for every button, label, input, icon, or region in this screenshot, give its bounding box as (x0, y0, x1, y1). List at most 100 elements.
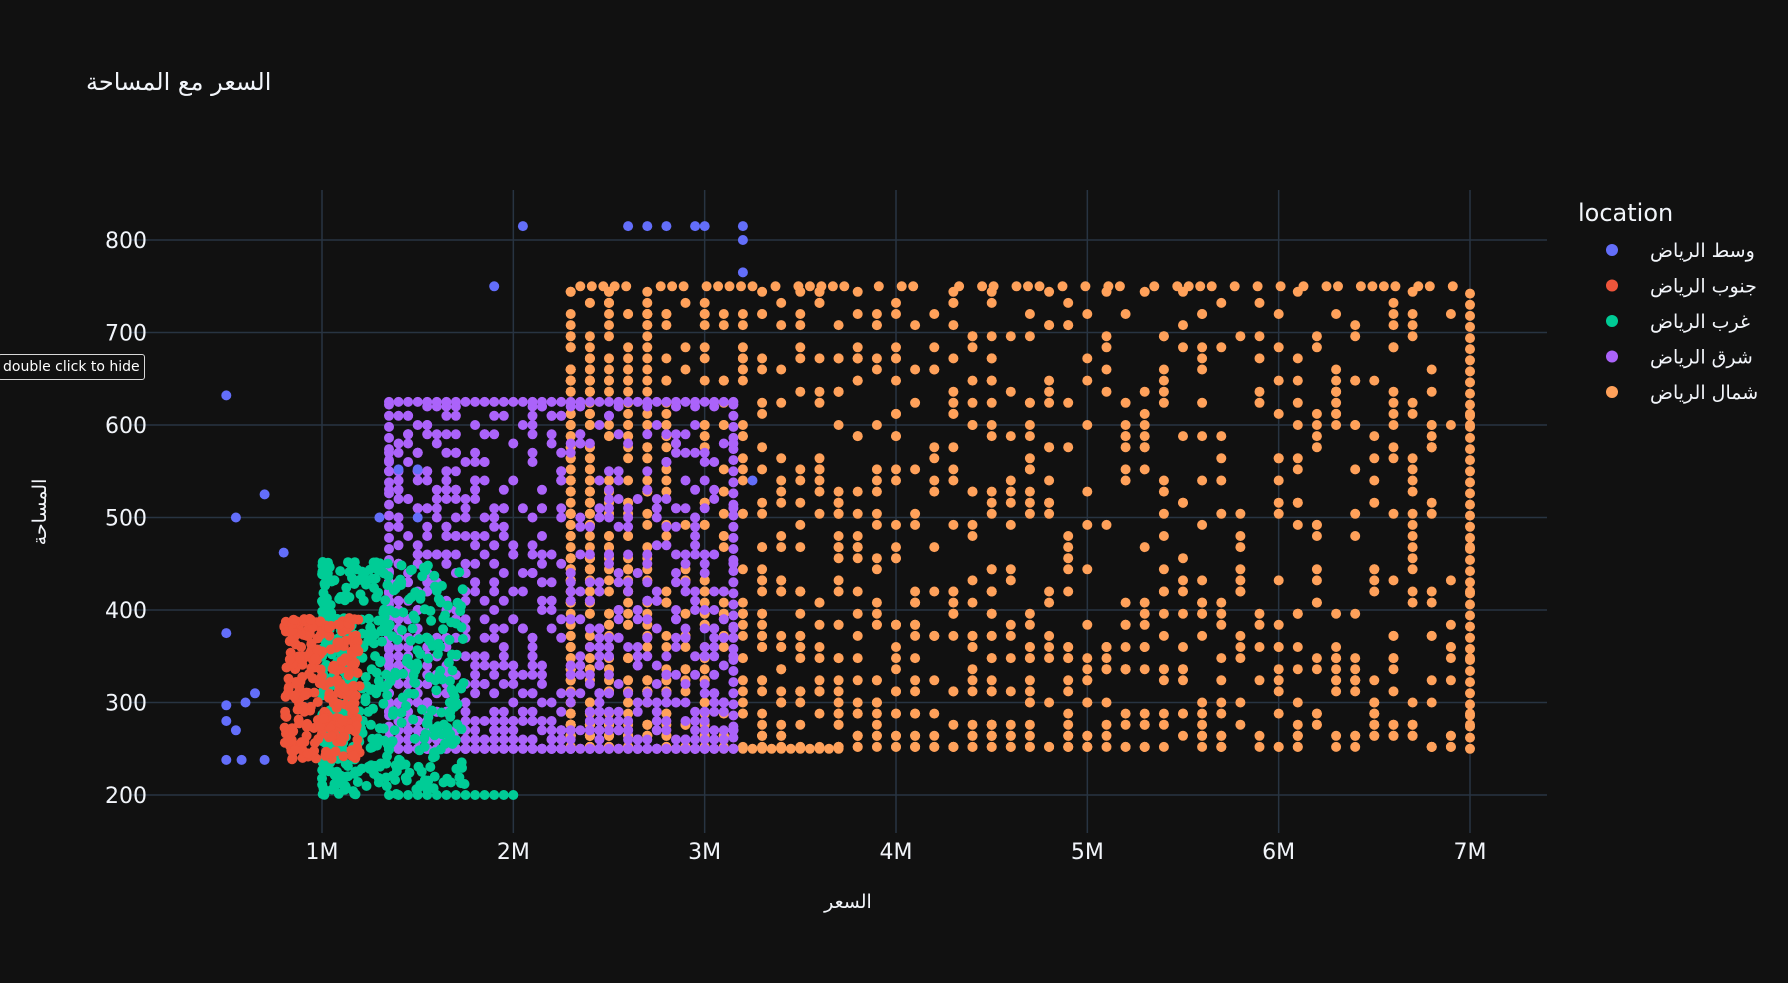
series-3-point (508, 549, 519, 560)
series-3-point (441, 558, 452, 569)
legend-item-1[interactable]: جنوب الرياض (1606, 276, 1757, 298)
series-2-point (378, 698, 389, 709)
series-3-point (690, 521, 701, 532)
series-3-point (460, 457, 471, 467)
series-3-point (479, 512, 490, 523)
series-4-point (1292, 741, 1303, 752)
series-4-point (565, 364, 576, 375)
series-3-point (594, 642, 605, 652)
series-3-point (489, 725, 500, 736)
series-1-point (300, 690, 311, 701)
series-2-point (452, 719, 463, 730)
legend-item-2[interactable]: غرب الرياض (1606, 311, 1750, 333)
series-4-point (776, 297, 787, 308)
series-4-point (833, 697, 844, 708)
series-4-point (1273, 497, 1284, 508)
series-4-point (737, 608, 748, 619)
series-3-point (431, 396, 442, 407)
series-3-point (661, 457, 672, 467)
series-2-point (437, 729, 448, 740)
series-2-point (408, 714, 419, 725)
series-2-point (435, 665, 446, 676)
series-3-point (623, 743, 634, 754)
series-4-point (680, 608, 691, 619)
series-4-point (1465, 321, 1475, 332)
legend-item-3[interactable]: شرق الرياض (1606, 347, 1753, 369)
series-4-point (910, 464, 921, 475)
series-3-point (441, 521, 452, 532)
series-4-point (967, 597, 978, 608)
series-3-point (584, 669, 595, 680)
series-3-point (680, 558, 691, 569)
series-4-point (757, 619, 768, 630)
series-4-point (814, 597, 825, 608)
series-4-point (1101, 519, 1112, 530)
series-3-point (498, 651, 509, 662)
series-4-point (1120, 619, 1131, 630)
series-3-point (575, 651, 586, 662)
series-3-point (651, 494, 662, 504)
series-3-point (479, 549, 490, 560)
series-4-point (1063, 642, 1074, 652)
series-3-point (431, 494, 442, 504)
series-4-point (1158, 630, 1169, 641)
series-4-point (1350, 730, 1361, 741)
series-2-point (460, 790, 471, 800)
series-4-point (1254, 675, 1265, 686)
series-4-point (967, 675, 978, 686)
series-4-point (1465, 721, 1475, 732)
series-3-point (556, 632, 567, 643)
series-4-point (852, 697, 863, 708)
series-3-point (422, 549, 433, 560)
series-2-point (390, 775, 401, 785)
series-4-point (833, 619, 844, 630)
series-4-point (1465, 544, 1475, 554)
legend-item-4[interactable]: شمال الرياض (1606, 382, 1758, 404)
series-4-point (1178, 675, 1188, 686)
series-4-point (757, 686, 768, 697)
series-1-point (288, 726, 299, 737)
series-1-point (315, 629, 326, 640)
series-1-point (291, 678, 302, 689)
series-3-point (441, 466, 452, 477)
series-3-point (709, 623, 720, 634)
series-4-point (661, 475, 672, 486)
series-3-point (604, 549, 614, 560)
series-3-point (651, 716, 662, 726)
series-4-point (1388, 309, 1399, 319)
series-3-point (584, 642, 595, 652)
series-4-point (604, 297, 614, 308)
series-3-point (728, 743, 739, 754)
series-1-point (349, 705, 360, 715)
series-4-point (948, 741, 959, 752)
series-3-point (728, 466, 739, 477)
series-4-point (661, 408, 672, 419)
series-4-point (1063, 730, 1074, 741)
series-4-point (1024, 719, 1035, 730)
legend-item-0[interactable]: وسط الرياض (1606, 240, 1755, 262)
series-3-point (728, 643, 739, 654)
series-4-point (776, 586, 787, 597)
series-4-point (621, 281, 632, 292)
series-3-point (508, 743, 519, 754)
series-3-point (527, 743, 538, 754)
series-4-point (1178, 553, 1188, 564)
series-4-point (1139, 741, 1150, 752)
series-0-point (699, 221, 710, 232)
series-3-point (584, 743, 595, 754)
series-4-point (1235, 564, 1246, 575)
series-3-point (556, 410, 567, 421)
series-4-point (1350, 741, 1361, 752)
series-4-point (1407, 553, 1418, 564)
series-4-point (1101, 653, 1112, 664)
series-3-point (594, 420, 605, 430)
series-2-point (429, 730, 440, 741)
legend-marker (1606, 386, 1618, 398)
series-4-point (699, 320, 710, 331)
series-2-point (379, 611, 390, 622)
series-4-point (795, 353, 806, 364)
series-3-point (422, 503, 433, 514)
series-3-point (537, 396, 547, 407)
series-3-point (651, 396, 662, 407)
